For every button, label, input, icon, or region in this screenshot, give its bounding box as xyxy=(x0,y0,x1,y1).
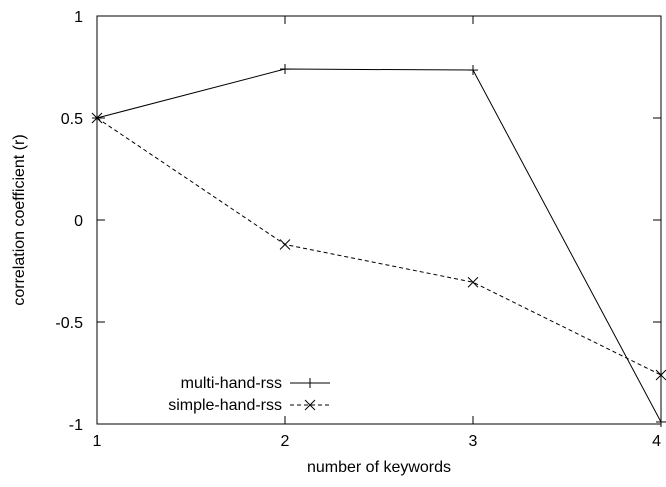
legend: multi-hand-rss simple-hand-rss xyxy=(168,375,330,414)
x-tick-label: 2 xyxy=(281,433,290,450)
y-tick-label: 1 xyxy=(74,9,83,26)
data-point-simple-hand-rss xyxy=(91,112,103,124)
legend-marker xyxy=(304,399,316,411)
x-tick-label: 3 xyxy=(469,433,478,450)
plot-frame xyxy=(96,15,662,425)
y-axis-ticks: -1 -0.5 0 0.5 1 xyxy=(55,9,661,434)
legend-label: simple-hand-rss xyxy=(168,397,282,414)
x-tick-label: 4 xyxy=(652,433,661,450)
y-tick-label: 0.5 xyxy=(61,111,83,128)
y-axis-title: correlation coefficient (r) xyxy=(11,134,28,305)
y-tick-label: -1 xyxy=(69,417,83,434)
data-point-multi-hand-rss xyxy=(468,65,478,76)
y-tick-label: -0.5 xyxy=(55,315,83,332)
x-axis-ticks: 1 2 3 4 xyxy=(93,16,662,450)
data-point-simple-hand-rss xyxy=(467,276,479,288)
data-point-multi-hand-rss xyxy=(656,416,666,427)
data-point-simple-hand-rss xyxy=(279,239,291,250)
data-point-simple-hand-rss xyxy=(655,369,666,381)
legend-label: multi-hand-rss xyxy=(181,375,282,392)
x-tick-label: 1 xyxy=(93,433,102,450)
x-axis-title: number of keywords xyxy=(307,459,451,476)
data-point-multi-hand-rss xyxy=(280,64,290,75)
series-layer xyxy=(91,64,666,427)
series-line-simple-hand-rss xyxy=(96,117,662,376)
y-tick-label: 0 xyxy=(74,213,83,230)
series-line-multi-hand-rss xyxy=(96,68,662,423)
legend-marker xyxy=(305,378,315,388)
